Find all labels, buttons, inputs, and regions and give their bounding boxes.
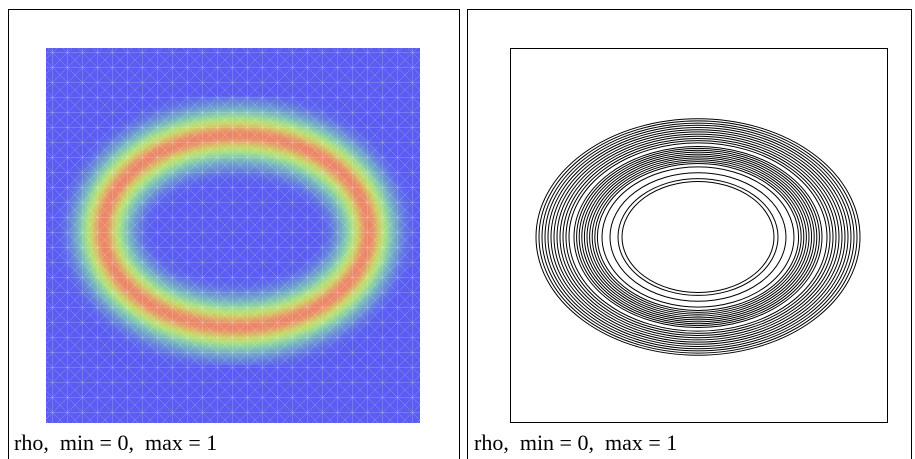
color-plot: [46, 48, 420, 423]
contour-line: [559, 135, 837, 339]
contour-line: [535, 118, 861, 356]
contour-line: [573, 145, 823, 329]
contour-line: [562, 137, 834, 337]
contour-line: [544, 124, 852, 350]
contour-line: [553, 131, 843, 343]
panel-frame: [8, 9, 460, 459]
contour-line: [576, 147, 820, 327]
caption: rho, min = 0, max = 1: [474, 430, 677, 455]
plot-box: [510, 48, 888, 423]
contour-plot: [535, 118, 861, 356]
contour-line: [581, 151, 815, 323]
panel-frame: [467, 9, 912, 459]
contour-line: [617, 178, 779, 296]
caption: rho, min = 0, max = 1: [14, 430, 217, 455]
contour-line: [591, 159, 805, 315]
contour-line: [550, 129, 846, 345]
contour-line: [547, 127, 849, 347]
contour-line: [589, 157, 807, 317]
contour-line: [586, 155, 810, 319]
contour-line: [541, 122, 855, 352]
contour-line: [609, 172, 787, 302]
contour-line: [596, 163, 800, 311]
contour-line: [568, 142, 828, 332]
contour-line: [578, 149, 818, 325]
contour-line: [583, 153, 813, 321]
contour-line: [621, 181, 775, 293]
contour-line: [601, 166, 795, 308]
contour-line: [594, 161, 802, 313]
contour-line: [556, 133, 840, 341]
contour-line: [538, 120, 858, 354]
contour-line: [565, 140, 831, 334]
